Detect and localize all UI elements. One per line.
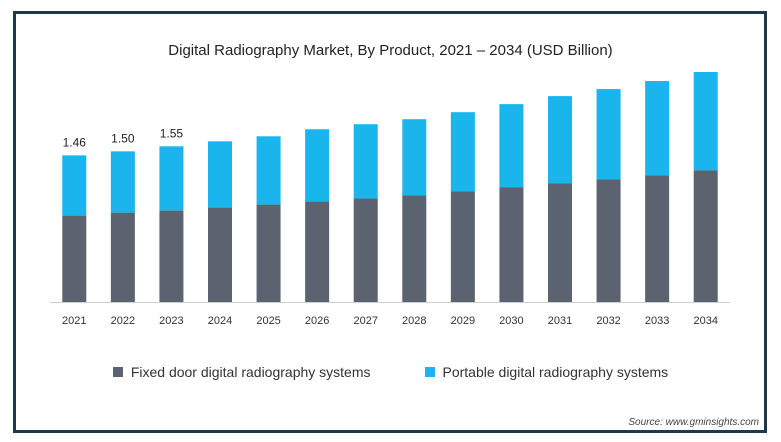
x-tick-label-2034: 2034 [693, 315, 717, 327]
bar-fixed-2033 [645, 175, 670, 302]
x-tick-label-2025: 2025 [256, 315, 280, 327]
stacked-bar-chart: 2021 1.46 2022 1.50 2023 1.55 2024 2025 2026 2027… [50, 72, 730, 327]
bar-portable-2026 [305, 129, 330, 202]
bar-fixed-2031 [548, 183, 572, 302]
bar-fixed-2034 [693, 170, 718, 302]
x-tick-label-2032: 2032 [596, 315, 620, 327]
data-label-2021: 1.46 [63, 135, 87, 149]
bar-fixed-2025 [256, 204, 281, 302]
bar-fixed-2024 [208, 207, 232, 302]
bar-portable-2023 [159, 146, 184, 211]
x-tick-label-2024: 2024 [208, 315, 232, 327]
bar-fixed-2027 [353, 198, 378, 302]
x-tick-label-2026: 2026 [305, 315, 329, 327]
data-label-2022: 1.50 [111, 131, 135, 145]
data-label-2023: 1.55 [160, 126, 184, 140]
legend-label-portable: Portable digital radiography systems [442, 364, 669, 380]
bar-fixed-2026 [305, 201, 330, 302]
legend-item-fixed: Fixed door digital radiography systems [112, 364, 371, 380]
bar-fixed-2029 [450, 191, 475, 302]
legend-swatch-fixed [112, 367, 123, 377]
legend-item-portable: Portable digital radiography systems [424, 364, 669, 380]
x-tick-label-2030: 2030 [499, 315, 523, 327]
source-note: Source: www.gminsights.com [628, 417, 759, 428]
bar-fixed-2028 [402, 195, 427, 302]
bar-portable-2032 [596, 89, 621, 180]
x-tick-label-2021: 2021 [62, 315, 86, 327]
bar-portable-2031 [548, 96, 572, 184]
bar-portable-2030 [499, 104, 524, 188]
bar-portable-2022 [110, 151, 135, 213]
bar-portable-2028 [402, 119, 427, 196]
chart-title: Digital Radiography Market, By Product, … [168, 42, 613, 59]
chart-legend: Fixed door digital radiography systems P… [0, 364, 781, 380]
x-tick-label-2022: 2022 [111, 315, 135, 327]
x-tick-label-2031: 2031 [548, 315, 572, 327]
bar-fixed-2021 [62, 215, 87, 302]
legend-swatch-portable [424, 367, 435, 377]
bar-portable-2029 [450, 112, 475, 192]
bar-portable-2027 [353, 124, 378, 199]
bar-portable-2033 [645, 81, 670, 176]
x-tick-label-2027: 2027 [353, 315, 377, 327]
bar-portable-2024 [208, 141, 232, 208]
legend-label-fixed: Fixed door digital radiography systems [130, 364, 371, 380]
bar-fixed-2022 [110, 212, 135, 302]
bar-fixed-2032 [596, 179, 621, 302]
bar-portable-2034 [693, 72, 718, 171]
x-tick-label-2029: 2029 [451, 315, 475, 327]
x-tick-label-2033: 2033 [645, 315, 669, 327]
bar-portable-2021 [62, 155, 87, 216]
bar-fixed-2023 [159, 210, 184, 302]
bar-fixed-2030 [499, 187, 524, 302]
bar-portable-2025 [256, 136, 281, 205]
x-tick-label-2028: 2028 [402, 315, 426, 327]
x-tick-label-2023: 2023 [159, 315, 183, 327]
chart-frame [13, 11, 767, 433]
